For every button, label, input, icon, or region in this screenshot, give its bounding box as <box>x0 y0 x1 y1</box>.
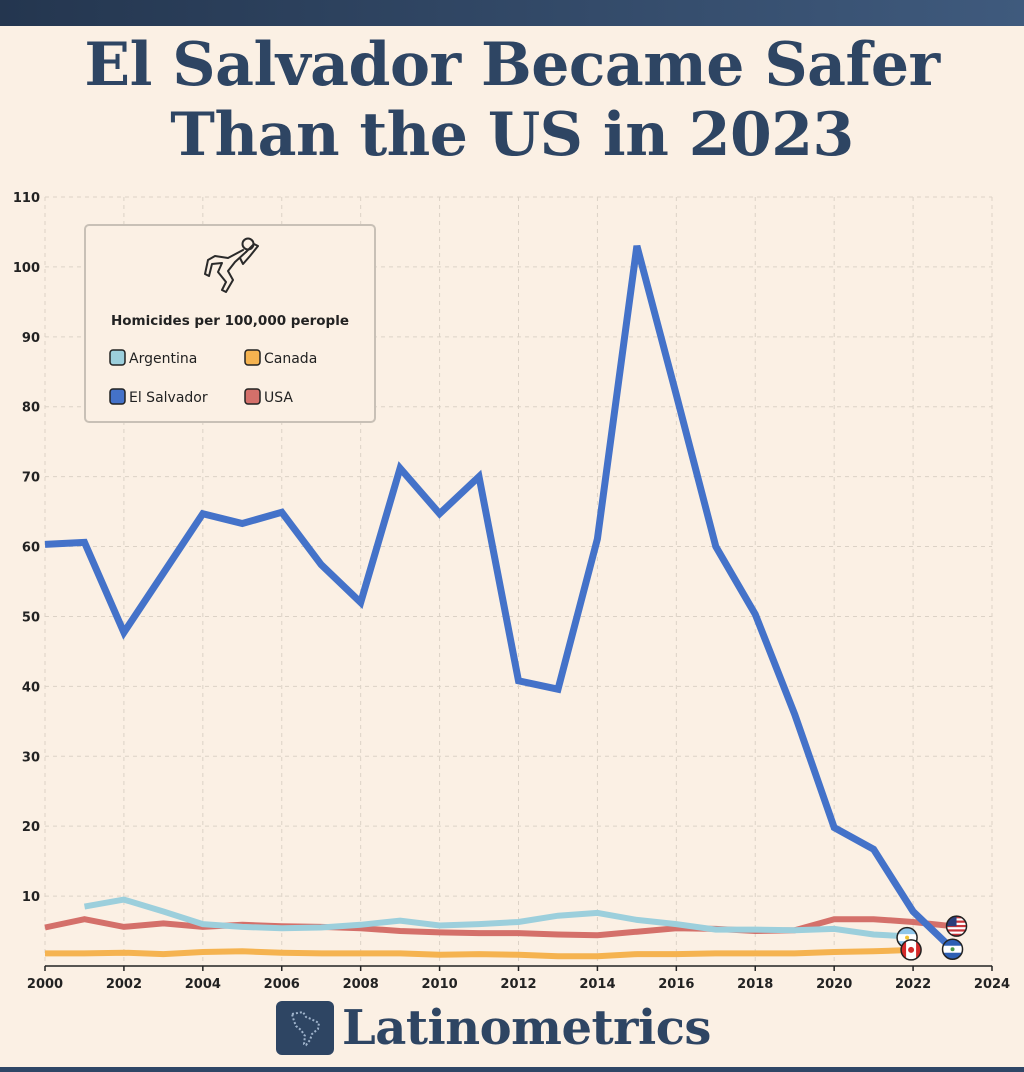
brand-name: Latinometrics <box>342 1000 711 1056</box>
y-tick-label: 40 <box>22 680 40 695</box>
x-tick-label: 2008 <box>343 977 379 992</box>
x-tick-label: 2006 <box>264 977 300 992</box>
x-tick-label: 2014 <box>579 977 615 992</box>
series-line-canada <box>45 946 914 960</box>
series-line-argentina <box>83 896 914 940</box>
x-tick-label: 2002 <box>106 977 142 992</box>
y-tick-label: 30 <box>22 750 40 765</box>
el-salvador-flag-icon <box>941 938 964 960</box>
legend-title: Homicides per 100,000 perople <box>111 313 349 329</box>
legend-label: Argentina <box>129 351 197 367</box>
x-tick-label: 2022 <box>895 977 931 992</box>
y-tick-label: 10 <box>22 890 40 905</box>
line-chart: 10 20 30 40 50 60 70 80 90 100 110 2000 2002 2004 2006… <box>13 191 1010 992</box>
legend-label: Canada <box>264 351 317 367</box>
legend-swatch <box>244 388 261 405</box>
y-tick-label: 100 <box>13 261 40 276</box>
title-line-1: El Salvador Became Safer <box>84 30 940 100</box>
x-tick-label: 2020 <box>816 977 852 992</box>
usa-flag-icon <box>945 915 968 937</box>
legend-box: Homicides per 100,000 perople Argentina C… <box>84 224 376 423</box>
legend-label: El Salvador <box>129 390 208 406</box>
y-tick-label: 60 <box>22 541 40 556</box>
bottom-bar <box>0 1067 1024 1072</box>
x-tick-label: 2000 <box>27 977 63 992</box>
x-tick-label: 2004 <box>185 977 221 992</box>
title-line-2: Than the US in 2023 <box>170 100 854 170</box>
x-tick-label: 2018 <box>737 977 773 992</box>
y-tick-label: 90 <box>22 331 40 346</box>
canada-flag-icon <box>900 939 922 961</box>
legend-swatch <box>109 349 126 366</box>
x-tick-label: 2016 <box>658 977 694 992</box>
y-tick-label: 110 <box>13 191 40 206</box>
top-banner-bar <box>0 0 1024 26</box>
page-title: El Salvador Became Safer Than the US in … <box>0 30 1024 170</box>
legend-item-el-salvador: El Salvador <box>109 388 208 406</box>
y-tick-label: 50 <box>22 610 40 625</box>
x-tick-label: 2012 <box>500 977 536 992</box>
legend-item-canada: Canada <box>244 349 317 367</box>
legend-item-usa: USA <box>244 388 293 406</box>
latin-america-map-icon <box>276 1001 334 1055</box>
series-line-el-salvador <box>44 245 955 952</box>
legend-swatch <box>244 349 261 366</box>
x-tick-label: 2024 <box>974 977 1010 992</box>
brand-footer: Latinometrics <box>276 996 711 1060</box>
legend-item-argentina: Argentina <box>109 349 197 367</box>
y-tick-label: 80 <box>22 401 40 416</box>
legend-swatch <box>109 388 126 405</box>
y-tick-label: 70 <box>22 471 40 486</box>
crime-scene-outline-icon <box>204 237 259 293</box>
legend-label: USA <box>264 390 293 406</box>
x-tick-label: 2010 <box>421 977 457 992</box>
y-tick-label: 20 <box>22 820 40 835</box>
